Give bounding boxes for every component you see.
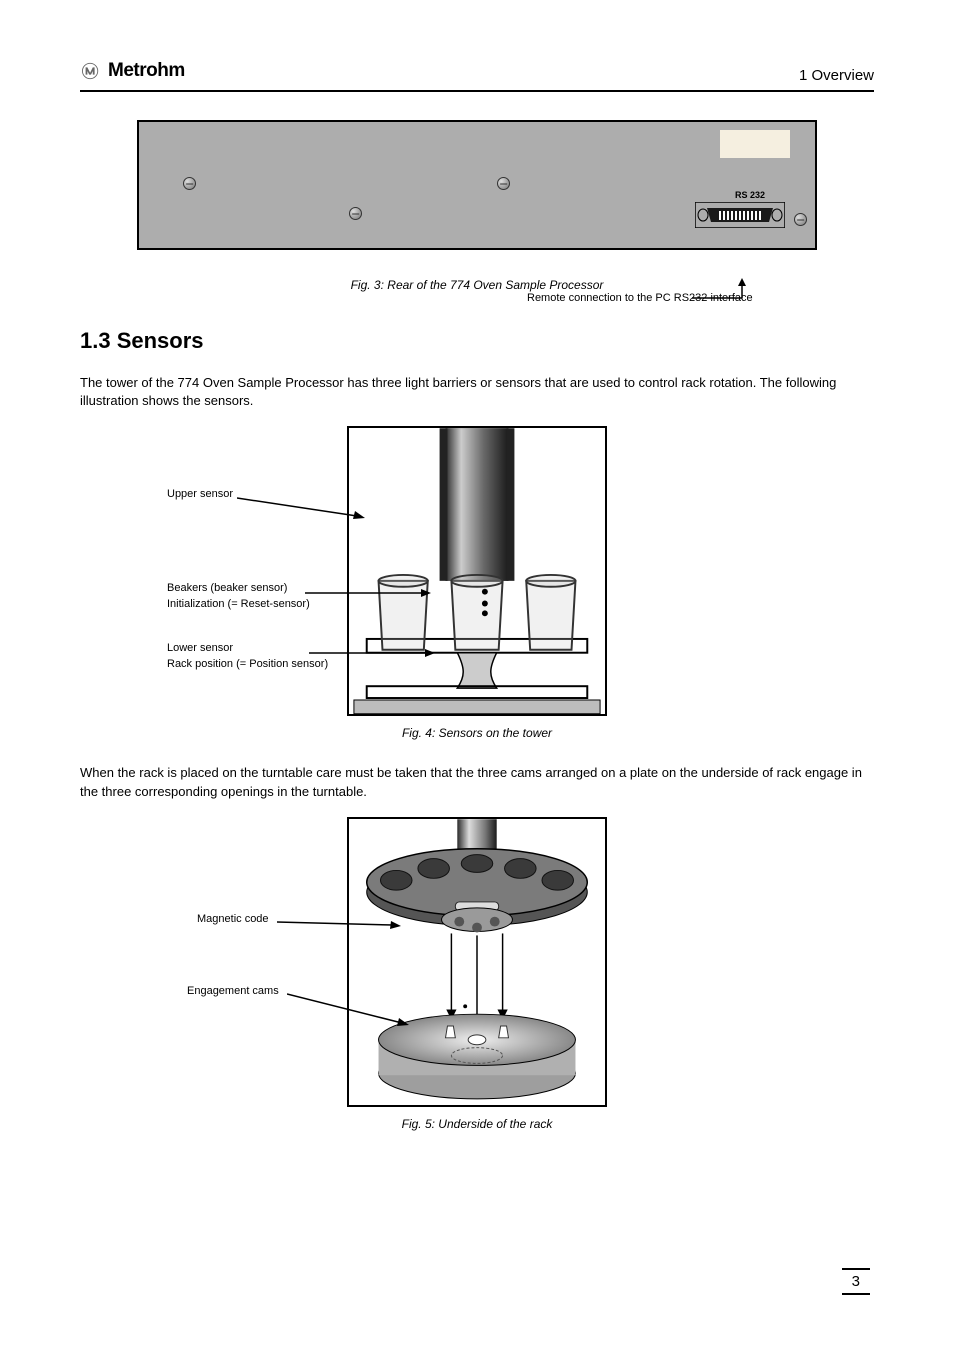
rear-panel-illustration: RS 232: [137, 120, 817, 250]
figure-caption: Fig. 5: Underside of the rack: [137, 1117, 817, 1131]
page-number: 3: [842, 1268, 870, 1295]
lower-sensor-callout: Lower sensor: [167, 642, 233, 655]
brand-text: Metrohm: [108, 60, 185, 82]
db-connector-icon: [695, 202, 785, 228]
leader-arrow-icon: [287, 990, 417, 1030]
screw-icon: [349, 207, 362, 220]
engagement-cams-callout: Engagement cams: [187, 985, 279, 998]
beakers-callout: Beakers (beaker sensor): [167, 582, 287, 595]
page-header: Metrohm 1 Overview: [80, 60, 874, 92]
leader-arrow-icon: [237, 494, 377, 524]
leader-arrow-icon: [305, 588, 435, 598]
remote-connection-label: Remote connection to the PC RS232 interf…: [527, 292, 753, 304]
leader-arrow-icon: [309, 648, 439, 658]
metrohm-logo-icon: [80, 62, 102, 80]
screw-icon: [497, 177, 510, 190]
section-heading: 1.3 Sensors: [80, 328, 874, 354]
onoff-switch-illust: [720, 130, 790, 158]
upper-sensor-callout: Upper sensor: [167, 488, 233, 501]
leader-arrow-icon: [277, 917, 407, 931]
tower-sensors-illustration: [347, 426, 607, 716]
screw-icon: [183, 177, 196, 190]
screw-icon: [794, 213, 807, 226]
figure-sensors: Upper sensor Beakers (beaker sensor) Ini…: [137, 426, 817, 740]
section-paragraph-2: When the rack is placed on the turntable…: [80, 764, 874, 800]
brand: Metrohm: [80, 60, 185, 82]
rs232-label: RS 232: [735, 190, 765, 200]
header-section-label: 1 Overview: [799, 67, 874, 84]
figure-caption: Fig. 4: Sensors on the tower: [137, 726, 817, 740]
figure-rack-underside: Magnetic code Engagement cams: [137, 817, 817, 1131]
section-paragraph-1: The tower of the 774 Oven Sample Process…: [80, 374, 874, 410]
figure-rear-panel: Mains connection ON/OFF switch RS 232: [137, 120, 817, 292]
rack-pos-callout: Rack position (= Position sensor): [167, 658, 328, 671]
magnetic-code-callout: Magnetic code: [197, 913, 269, 926]
init-callout: Initialization (= Reset-sensor): [167, 598, 310, 611]
rack-underside-illustration: [347, 817, 607, 1107]
